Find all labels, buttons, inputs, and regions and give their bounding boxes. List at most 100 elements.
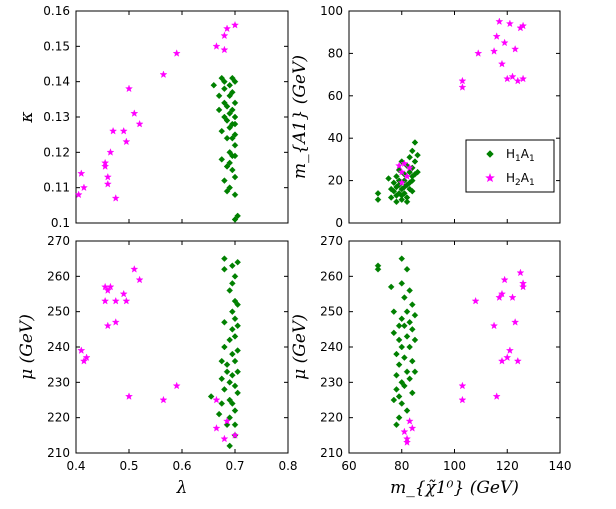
y-tick-label: 0.13: [43, 110, 70, 124]
data-point-star: [103, 172, 112, 181]
data-point-star: [231, 431, 239, 439]
data-point-star: [135, 119, 144, 128]
data-point-star: [497, 59, 506, 68]
data-point-star: [500, 275, 509, 284]
data-point-diamond: [234, 368, 241, 376]
data-point-diamond: [398, 196, 406, 203]
data-point-diamond: [409, 357, 416, 365]
data-point-star: [159, 70, 168, 78]
chart-panel-top-left: 0.1 0.11 0.12 0.13 0.14 0.15 0.16 κ: [17, 4, 289, 230]
data-point-star: [471, 296, 480, 305]
data-point-diamond: [218, 127, 226, 135]
data-point-star: [220, 45, 229, 54]
data-point-diamond: [231, 382, 239, 390]
data-point-star: [103, 321, 112, 330]
data-point-diamond: [406, 185, 413, 193]
data-point-diamond: [409, 147, 416, 155]
data-point-diamond: [401, 322, 408, 330]
x-tick-label: 140: [549, 459, 572, 473]
y-axis-label: μ (GeV): [17, 314, 37, 380]
data-point-diamond: [403, 407, 411, 414]
data-point-star: [503, 74, 512, 83]
data-point-diamond: [229, 326, 236, 333]
data-point-diamond: [231, 407, 239, 414]
data-point-star: [519, 74, 528, 83]
legend-label-part: 1: [515, 154, 521, 164]
data-point-diamond: [411, 336, 419, 344]
data-point-diamond: [229, 400, 236, 407]
data-point-diamond: [406, 153, 413, 161]
data-point-star: [490, 321, 499, 330]
data-point-star: [403, 172, 412, 180]
data-point-star: [119, 126, 128, 135]
legend-label-part: 2: [515, 178, 521, 188]
data-point-diamond: [406, 343, 413, 351]
data-point-diamond: [231, 191, 239, 199]
data-point-diamond: [401, 183, 408, 191]
data-point-diamond: [229, 371, 236, 379]
y-axis-label: μ (GeV): [290, 314, 310, 380]
data-point-diamond: [223, 187, 231, 195]
data-point-diamond: [387, 283, 395, 291]
data-point-star: [405, 417, 414, 425]
data-point-star: [130, 265, 139, 273]
y-tick-label: 230: [47, 375, 70, 389]
data-point-diamond: [395, 322, 403, 330]
data-point-diamond: [221, 113, 228, 121]
data-point-diamond: [221, 386, 228, 393]
y-tick-label: 0.11: [43, 181, 70, 195]
data-point-diamond: [398, 315, 406, 323]
x-axis-label: λ: [176, 478, 188, 498]
x-tick-label: 0.7: [225, 459, 244, 473]
data-point-diamond: [218, 357, 226, 365]
data-point-diamond: [231, 113, 239, 121]
data-point-star: [458, 395, 467, 404]
data-point-diamond: [403, 368, 411, 376]
data-point-diamond: [411, 158, 419, 165]
data-point-diamond: [231, 99, 239, 107]
data-point-diamond: [390, 308, 398, 315]
data-point-diamond: [207, 393, 215, 400]
data-point-diamond: [226, 379, 233, 386]
data-point-diamond: [409, 326, 416, 333]
data-point-diamond: [221, 343, 228, 351]
data-point-diamond: [223, 361, 231, 368]
data-point-star: [111, 318, 120, 326]
series-H1A1: [374, 255, 419, 429]
data-point-diamond: [229, 262, 236, 270]
data-point-diamond: [395, 336, 403, 344]
x-tick-label: 0.4: [66, 459, 85, 473]
data-point-diamond: [390, 329, 398, 337]
data-point-diamond: [234, 301, 241, 308]
x-tick-label: 0.8: [278, 459, 297, 473]
data-point-diamond: [215, 410, 223, 418]
data-point-star: [111, 296, 120, 305]
x-tick-label: 60: [341, 459, 356, 473]
data-point-diamond: [393, 198, 400, 206]
data-point-star: [220, 434, 229, 443]
data-point-star: [505, 346, 514, 354]
data-point-star: [490, 47, 499, 55]
data-point-star: [106, 148, 115, 156]
data-point-diamond: [414, 168, 421, 176]
legend-box: [465, 139, 555, 193]
data-point-diamond: [215, 92, 223, 100]
data-point-diamond: [221, 255, 228, 262]
y-tick-label: 100: [320, 4, 343, 18]
chart-panel-bottom-left: 0.4 0.5 0.6 0.7 0.8 210 220 230 240 250 260 270 μ (G…: [17, 234, 298, 498]
data-point-star: [125, 84, 133, 93]
legend-marker: [485, 172, 495, 183]
data-point-diamond: [374, 265, 382, 273]
data-point-diamond: [411, 139, 419, 146]
data-point-star: [498, 356, 506, 365]
data-point-star: [397, 178, 406, 187]
data-point-diamond: [226, 287, 233, 294]
y-tick-label: 240: [320, 340, 343, 354]
data-point-diamond: [385, 175, 392, 182]
legend-label-part: A: [521, 171, 530, 185]
y-tick-label: 0.15: [43, 39, 70, 53]
y-tick-label: 270: [320, 234, 343, 248]
data-point-diamond: [229, 308, 236, 315]
